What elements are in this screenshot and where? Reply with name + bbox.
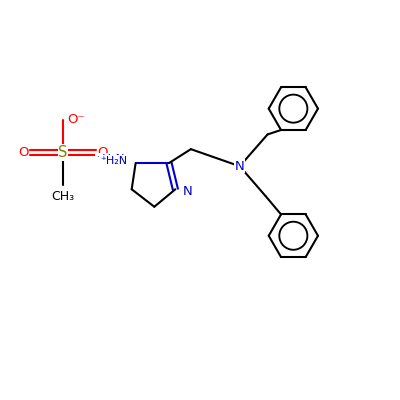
Text: O: O <box>98 146 108 159</box>
Text: O: O <box>18 146 28 159</box>
Text: S: S <box>58 145 68 160</box>
Text: ⁺H₂N: ⁺H₂N <box>100 156 127 166</box>
Text: CH₃: CH₃ <box>51 190 74 203</box>
Text: ⁻H₂N: ⁻H₂N <box>96 153 124 166</box>
Text: N: N <box>235 160 244 173</box>
Text: N: N <box>182 185 192 198</box>
Text: O⁻: O⁻ <box>68 113 85 126</box>
